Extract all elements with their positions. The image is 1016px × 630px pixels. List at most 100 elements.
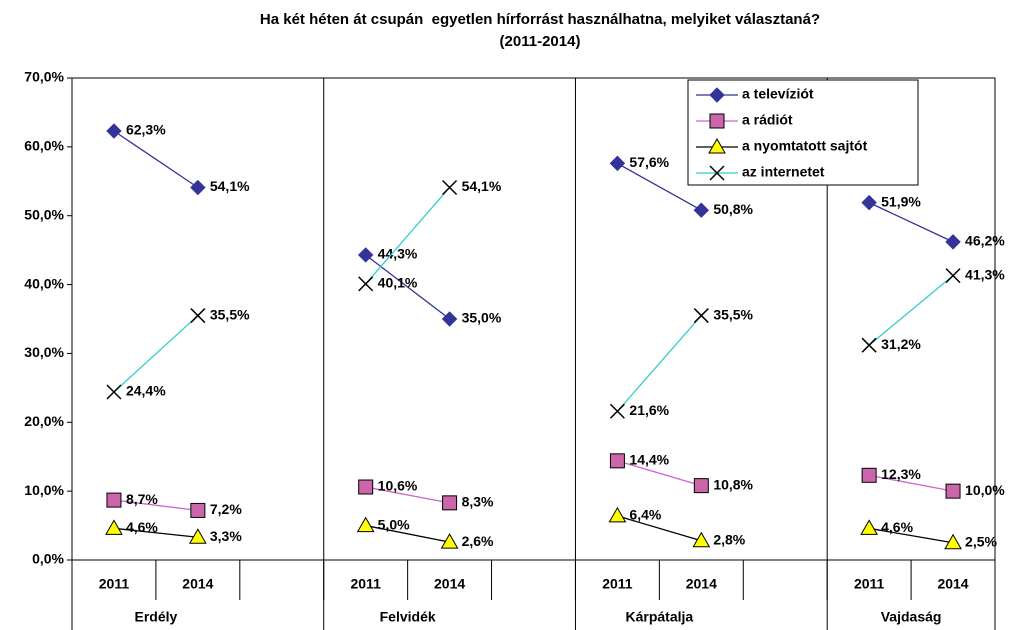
series-line bbox=[616, 315, 702, 412]
data-label: 7,2% bbox=[210, 501, 242, 517]
data-label: 35,5% bbox=[713, 306, 753, 322]
marker bbox=[358, 479, 374, 495]
data-label: 10,0% bbox=[965, 482, 1005, 498]
marker bbox=[358, 276, 374, 292]
marker bbox=[609, 453, 625, 469]
marker bbox=[442, 179, 458, 196]
series-line bbox=[869, 474, 954, 492]
series-line bbox=[113, 499, 198, 512]
series-line bbox=[365, 187, 451, 285]
y-tick-label: 70,0% bbox=[24, 69, 64, 85]
x-tick-label: 2011 bbox=[854, 576, 885, 592]
series-line bbox=[113, 315, 199, 393]
legend-marker bbox=[708, 137, 726, 154]
data-label: 35,5% bbox=[210, 306, 250, 322]
x-tick-label: 2014 bbox=[434, 576, 465, 592]
plot-area bbox=[71, 77, 996, 561]
marker bbox=[861, 337, 877, 353]
y-tick-label: 60,0% bbox=[24, 138, 64, 154]
x-tick-label: 2014 bbox=[182, 576, 213, 592]
y-tick-label: 0,0% bbox=[32, 551, 64, 567]
data-label: 46,2% bbox=[965, 233, 1005, 249]
marker bbox=[190, 179, 206, 196]
data-label: 3,3% bbox=[210, 528, 242, 544]
chart-subtitle: (2011-2014) bbox=[500, 33, 581, 50]
series-line bbox=[617, 515, 702, 542]
legend-label: az internetet bbox=[742, 164, 825, 180]
data-label: 21,6% bbox=[629, 402, 669, 418]
legend-label: a rádiót bbox=[742, 112, 793, 128]
data-label: 54,1% bbox=[462, 178, 502, 194]
marker bbox=[693, 308, 709, 324]
group-label: Felvidék bbox=[380, 609, 436, 625]
data-label: 44,3% bbox=[378, 246, 418, 262]
data-label: 24,4% bbox=[126, 383, 166, 399]
marker bbox=[861, 467, 877, 483]
group-label: Erdély bbox=[135, 609, 178, 625]
y-tick-label: 30,0% bbox=[24, 344, 64, 360]
data-label: 10,8% bbox=[713, 476, 753, 492]
marker bbox=[189, 528, 207, 544]
data-label: 8,7% bbox=[126, 491, 158, 507]
data-label: 57,6% bbox=[629, 154, 669, 170]
y-tick-label: 10,0% bbox=[24, 482, 64, 498]
series-line bbox=[617, 460, 702, 487]
data-label: 50,8% bbox=[713, 201, 753, 217]
series-line bbox=[617, 162, 702, 211]
data-label: 2,6% bbox=[462, 533, 494, 549]
data-label: 5,0% bbox=[378, 516, 410, 532]
data-label: 54,1% bbox=[210, 178, 250, 194]
chart-title: Ha két héten át csupán egyetlen hírforrá… bbox=[260, 11, 820, 28]
series-line bbox=[365, 486, 450, 504]
data-label: 62,3% bbox=[126, 122, 166, 138]
legend-label: a televíziót bbox=[742, 86, 814, 102]
marker bbox=[356, 516, 375, 533]
series-line bbox=[868, 275, 954, 346]
y-tick-label: 40,0% bbox=[24, 275, 64, 291]
data-label: 12,3% bbox=[881, 466, 921, 482]
data-label: 14,4% bbox=[629, 452, 669, 468]
series-line bbox=[113, 527, 198, 538]
marker bbox=[609, 155, 626, 172]
series-line bbox=[365, 524, 450, 543]
data-label: 41,3% bbox=[965, 266, 1005, 282]
x-tick-label: 2011 bbox=[99, 576, 130, 592]
marker bbox=[860, 519, 878, 535]
marker bbox=[106, 384, 122, 400]
marker bbox=[190, 308, 206, 324]
group-label: Vajdaság bbox=[881, 609, 942, 625]
data-label: 8,3% bbox=[462, 494, 494, 510]
marker bbox=[106, 123, 122, 139]
marker bbox=[945, 483, 961, 499]
data-label: 51,9% bbox=[881, 193, 921, 209]
marker bbox=[945, 234, 961, 250]
x-tick-label: 2011 bbox=[602, 576, 633, 592]
x-tick-label: 2011 bbox=[350, 576, 381, 592]
x-tick-label: 2014 bbox=[937, 576, 968, 592]
marker bbox=[944, 533, 962, 550]
legend-marker bbox=[709, 113, 725, 129]
marker bbox=[441, 311, 458, 327]
marker bbox=[692, 531, 711, 548]
marker bbox=[190, 502, 206, 518]
marker bbox=[105, 519, 123, 535]
marker bbox=[861, 194, 877, 211]
marker bbox=[609, 403, 625, 419]
data-label: 2,5% bbox=[965, 533, 997, 549]
x-tick-label: 2014 bbox=[686, 576, 717, 592]
marker bbox=[608, 506, 627, 523]
data-label: 4,6% bbox=[126, 519, 158, 535]
legend-box bbox=[687, 79, 919, 186]
legend-label: a nyomtatott sajtót bbox=[742, 138, 868, 154]
marker bbox=[106, 492, 122, 508]
y-tick-label: 50,0% bbox=[24, 206, 64, 222]
marker bbox=[442, 495, 458, 511]
data-label: 31,2% bbox=[881, 336, 921, 352]
data-label: 40,1% bbox=[378, 275, 418, 291]
y-tick-label: 20,0% bbox=[24, 413, 64, 429]
data-label: 2,8% bbox=[713, 531, 745, 547]
marker bbox=[693, 202, 710, 218]
series-line bbox=[868, 202, 954, 243]
series-line bbox=[113, 130, 199, 189]
